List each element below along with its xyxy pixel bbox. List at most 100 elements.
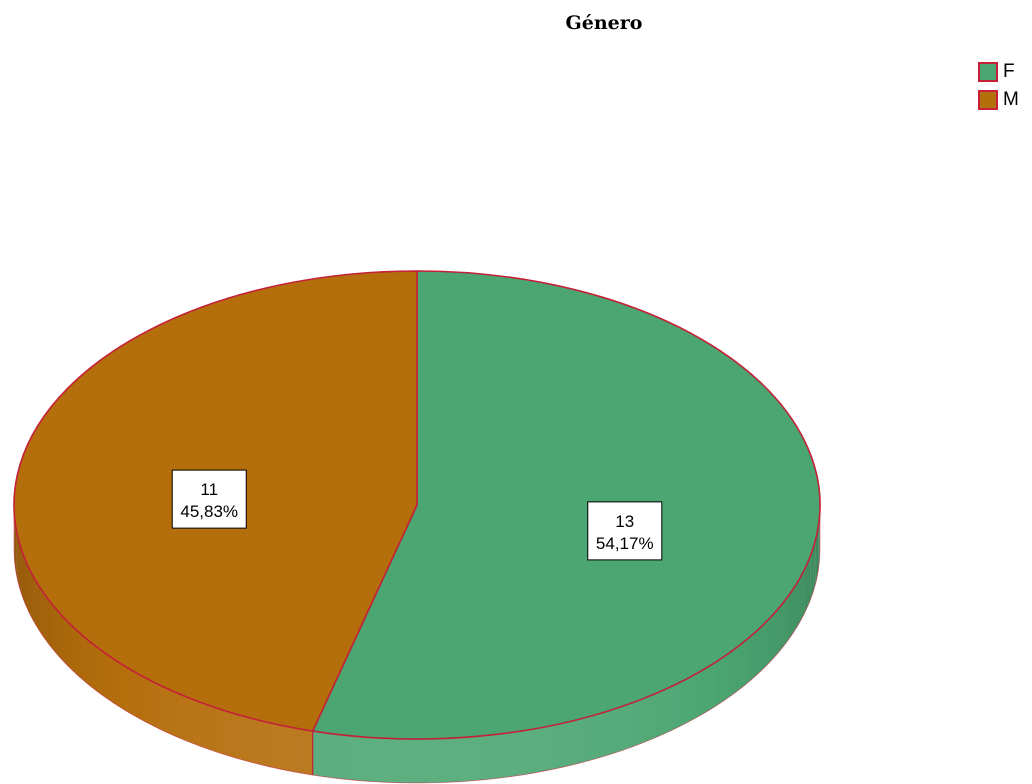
pie-side-segment-f [576, 716, 589, 764]
pie-side-segment-f [530, 727, 544, 774]
pie-side-segment-m [51, 603, 56, 653]
pie-side-segment-f [409, 738, 423, 783]
legend: F M [978, 58, 1019, 114]
pie-side-segment-f [542, 724, 555, 772]
pie-data-labels: 13 54,17% 11 45,83% [171, 469, 663, 561]
pie-side-segment-m [29, 570, 33, 620]
pie-side-segment-m [113, 658, 120, 708]
pie-side-segment-f [360, 736, 374, 782]
pie-side-segment-f [783, 595, 789, 647]
pie-side-segment-m [214, 707, 224, 755]
pie-side-segment-m [137, 673, 145, 722]
pie-side-segment-m [91, 642, 98, 692]
data-label-f: 13 54,17% [587, 501, 663, 561]
pie-side-segment-f [731, 645, 740, 696]
pie-side-outline [13, 505, 821, 784]
pie-side-segment-m [262, 721, 271, 768]
data-label-box [587, 501, 663, 561]
pie-side-segment-m [96, 647, 103, 696]
legend-item-f: F [978, 58, 1019, 86]
pie-side-segment-f [804, 561, 809, 613]
data-label-percent: 54,17% [596, 534, 654, 553]
pie-side-segment-f [458, 736, 472, 782]
legend-swatch-f [978, 62, 998, 82]
pie-side-segment-m [157, 683, 165, 732]
pie-side-segment-m [67, 621, 73, 671]
pie-side-segment-m [125, 666, 133, 715]
pie-side-segment-m [245, 716, 255, 764]
pie-side-segment-m [295, 728, 305, 774]
pie-side-segment-m [278, 724, 288, 771]
pie-side-segment-f [739, 639, 748, 690]
pie-side-segment-m [25, 560, 28, 610]
pie-side-segment-m [119, 662, 126, 711]
pie-side-segment-m [55, 608, 60, 658]
pie-side-segment-m [63, 617, 68, 666]
pie-side-segment-f [815, 533, 817, 586]
pie-side-segment-f [753, 627, 761, 678]
data-label-m: 11 45,83% [171, 469, 247, 529]
pie-side-segment-m [81, 634, 87, 684]
pie-side-segment-m [102, 651, 109, 700]
pie-side-segment-m [150, 680, 158, 729]
pie-side-segment-f [482, 734, 496, 780]
pie-side-segment-f [588, 713, 600, 761]
data-label-percent: 45,83% [180, 502, 238, 521]
pie-side-segment-m [72, 625, 78, 675]
pie-side-segment-m [17, 535, 19, 585]
pie-side-segment-f [797, 575, 802, 627]
pie-side-segment-f [661, 686, 672, 735]
pie-side-segment-m [199, 702, 208, 750]
pie-side-segment-m [192, 699, 201, 747]
pie-side-segment-f [384, 738, 398, 783]
data-label-count: 13 [615, 512, 634, 531]
pie-side-segment-f [641, 694, 653, 744]
pie-side-segment-m [14, 519, 16, 570]
pie-side-segment-f [698, 666, 709, 717]
pie-side-segment-f [433, 738, 447, 783]
pie-side-segment-f [810, 547, 814, 600]
data-label-box [171, 469, 247, 529]
pie-side-segment-f [620, 702, 633, 751]
pie-slice-f [311, 270, 821, 740]
pie-side-segment-m [44, 594, 49, 644]
data-label-count: 11 [200, 480, 218, 499]
pie-side-segment-m [222, 709, 231, 757]
pie-side-segment-f [807, 554, 811, 607]
pie-side-segment-m [59, 612, 64, 662]
pie-side-segment-f [818, 519, 820, 571]
pie-depth [13, 504, 821, 784]
pie-side-segment-f [396, 738, 410, 783]
pie-side-segment-m [171, 690, 179, 738]
pie-side-segment-m [47, 598, 52, 648]
pie-side-segment-m [230, 712, 239, 759]
pie-side-segment-f [680, 676, 691, 726]
pie-side-segment-f [651, 690, 663, 740]
pie-side-segment-m [238, 714, 247, 762]
pie-side-segment-f [724, 650, 733, 701]
legend-swatch-m [978, 90, 998, 110]
pie-side-segment-f [778, 602, 784, 653]
pie-side-segment-m [19, 545, 22, 595]
chart-title: Género [565, 12, 643, 34]
pie-side-segment-f [470, 735, 484, 781]
pie-side-segment-m [185, 696, 194, 744]
pie-side-segment-m [144, 677, 152, 725]
pie-side-segment-f [311, 730, 325, 777]
pie-side-segment-f [788, 588, 794, 640]
pie-side-segment-f [772, 608, 779, 660]
legend-label-f: F [1003, 61, 1015, 82]
pie-side-segment-m [35, 579, 39, 630]
pie-side-segment-f [707, 661, 717, 712]
legend-label-m: M [1003, 89, 1019, 110]
pie-side-segment-m [38, 584, 42, 634]
pie-side-segment-f [766, 614, 773, 666]
pie-side-segment-f [335, 734, 349, 780]
pie-side-segment-f [813, 540, 816, 593]
pie-side-segment-f [715, 656, 725, 706]
pie-side-segment-m [21, 550, 24, 600]
pie-side-segment-m [131, 670, 139, 719]
pie-side-segment-f [494, 733, 508, 779]
pie-side-segment-f [671, 681, 682, 731]
pie-top [13, 270, 821, 740]
